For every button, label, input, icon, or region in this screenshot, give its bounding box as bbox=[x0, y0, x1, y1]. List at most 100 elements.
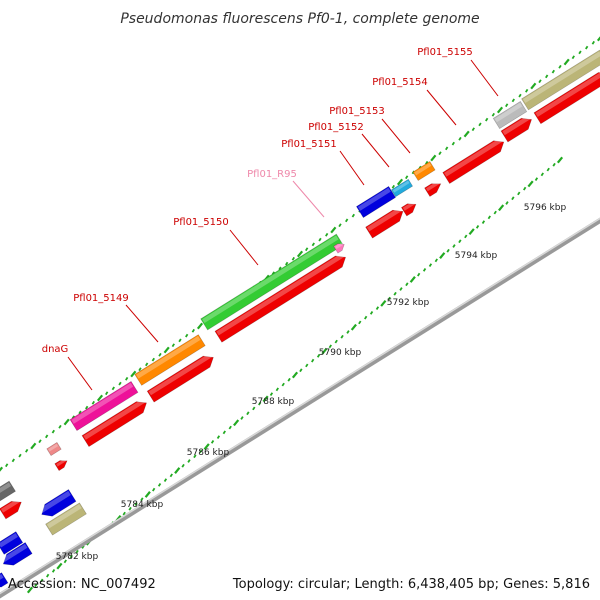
gene-khaki-lower[interactable] bbox=[45, 502, 87, 536]
lower-row-tick bbox=[556, 156, 564, 164]
gene-label: Pfl01_5154 bbox=[372, 77, 428, 88]
gene-features[interactable] bbox=[0, 49, 600, 592]
upper-row-tick bbox=[518, 93, 522, 98]
upper-row-tick bbox=[585, 45, 589, 50]
lower-row-tick bbox=[517, 191, 521, 196]
gene-pfl01-5150[interactable] bbox=[200, 233, 344, 331]
lower-row-tick bbox=[144, 491, 151, 498]
upper-row-tick bbox=[91, 400, 95, 405]
upper-row-tick bbox=[491, 112, 495, 117]
gene-red-5[interactable] bbox=[401, 200, 418, 217]
upper-row-tick bbox=[191, 328, 195, 333]
gene-blue-reverse[interactable] bbox=[38, 489, 77, 521]
label-leader-line bbox=[125, 304, 159, 343]
lower-row-tick bbox=[546, 167, 550, 172]
upper-row-tick bbox=[130, 370, 137, 378]
lower-row-tick bbox=[134, 502, 138, 506]
lower-row-tick bbox=[468, 228, 475, 236]
upper-row-tick bbox=[0, 466, 4, 472]
lower-row-tick bbox=[358, 320, 362, 325]
upper-row-tick bbox=[151, 357, 155, 362]
lower-row-tick bbox=[321, 347, 328, 355]
upper-row-tick bbox=[425, 160, 429, 165]
upper-row-tick bbox=[45, 434, 49, 439]
upper-row-tick bbox=[530, 82, 537, 90]
lower-row-tick bbox=[369, 311, 374, 315]
lower-row-tick bbox=[417, 272, 421, 277]
upper-row-tick bbox=[438, 151, 442, 156]
lower-row-tick bbox=[157, 483, 162, 487]
upper-row-tick bbox=[511, 98, 515, 103]
lower-row-tick bbox=[350, 323, 357, 331]
upper-row-tick bbox=[63, 418, 70, 426]
lower-row-tick bbox=[523, 186, 527, 191]
upper-row-tick bbox=[5, 463, 9, 468]
label-leader-line bbox=[292, 180, 325, 218]
upper-row-tick bbox=[18, 453, 22, 458]
gene-red-9[interactable] bbox=[533, 68, 600, 125]
gene-red-3[interactable] bbox=[214, 252, 349, 343]
gene-left-blue-lower[interactable] bbox=[0, 542, 33, 570]
upper-row-tick bbox=[351, 213, 355, 218]
lower-row-tick bbox=[246, 411, 250, 416]
upper-row-tick bbox=[171, 343, 175, 348]
lower-row-tick bbox=[334, 339, 338, 344]
gene-pfl01-5152[interactable] bbox=[390, 178, 414, 198]
upper-row-tick bbox=[51, 429, 55, 434]
lower-row-tick bbox=[409, 276, 416, 283]
gene-dnag[interactable] bbox=[69, 380, 139, 432]
gene-pfl01-5151[interactable] bbox=[356, 186, 396, 218]
lower-row-tick bbox=[203, 443, 210, 451]
gene-pfl01-5155[interactable] bbox=[492, 101, 528, 129]
upper-row-tick bbox=[391, 184, 395, 189]
gene-pfl01-5153[interactable] bbox=[412, 161, 436, 181]
gene-red-left[interactable] bbox=[0, 497, 25, 520]
gene-label: Pfl01_5149 bbox=[73, 293, 129, 304]
gene-red-8[interactable] bbox=[500, 114, 535, 143]
lower-row-tick bbox=[387, 296, 391, 301]
upper-row-tick bbox=[505, 103, 509, 108]
gene-red-small[interactable] bbox=[54, 457, 69, 471]
gene-red-4[interactable] bbox=[365, 206, 407, 239]
upper-row-tick bbox=[278, 266, 282, 271]
upper-row-tick bbox=[338, 223, 342, 228]
lower-row-tick bbox=[240, 416, 244, 420]
lower-row-tick bbox=[527, 180, 534, 188]
gene-label: Pfl01_5150 bbox=[173, 217, 229, 228]
upper-row-tick bbox=[496, 106, 504, 114]
lower-row-tick bbox=[75, 549, 79, 554]
lower-row-tick bbox=[439, 252, 446, 259]
lower-row-tick bbox=[46, 573, 50, 578]
lower-row-tick bbox=[199, 449, 203, 454]
upper-row-tick bbox=[138, 367, 142, 372]
upper-row-tick bbox=[96, 394, 104, 402]
gene-red-2[interactable] bbox=[146, 352, 217, 403]
lower-row-tick bbox=[169, 473, 173, 478]
lower-row-tick bbox=[481, 220, 486, 224]
lower-row-tick bbox=[56, 562, 63, 570]
gene-red-6[interactable] bbox=[424, 180, 444, 197]
lower-row-tick bbox=[281, 382, 285, 387]
gene-left-gray[interactable] bbox=[0, 480, 16, 504]
scale-label: 5788 kbp bbox=[252, 397, 295, 407]
upper-row-tick bbox=[111, 386, 115, 391]
gene-pfl01-r95[interactable] bbox=[333, 241, 347, 254]
lower-row-tick bbox=[364, 315, 368, 320]
gene-red-7[interactable] bbox=[442, 136, 508, 184]
upper-row-tick bbox=[291, 256, 295, 261]
gene-left-blue-upper[interactable] bbox=[0, 531, 24, 555]
upper-row-tick bbox=[196, 322, 204, 330]
label-leader-line bbox=[470, 59, 499, 97]
lower-row-tick bbox=[228, 425, 232, 430]
lower-row-tick bbox=[216, 435, 221, 439]
gene-small-salmon[interactable] bbox=[46, 442, 62, 456]
gene-upper-right-khaki[interactable] bbox=[521, 49, 600, 111]
gene-left-blue-edge[interactable] bbox=[0, 572, 9, 592]
gene-red-1[interactable] bbox=[81, 397, 150, 448]
lower-row-tick bbox=[311, 358, 315, 363]
lower-row-tick bbox=[540, 172, 544, 177]
gene-labels: dnaG Pfl01_5149 Pfl01_5150 Pfl01_R95 Pfl01_5… bbox=[42, 47, 473, 355]
lower-row-tick bbox=[275, 387, 279, 392]
upper-row-tick bbox=[118, 381, 122, 386]
gene-pfl01-5149[interactable] bbox=[134, 334, 206, 386]
